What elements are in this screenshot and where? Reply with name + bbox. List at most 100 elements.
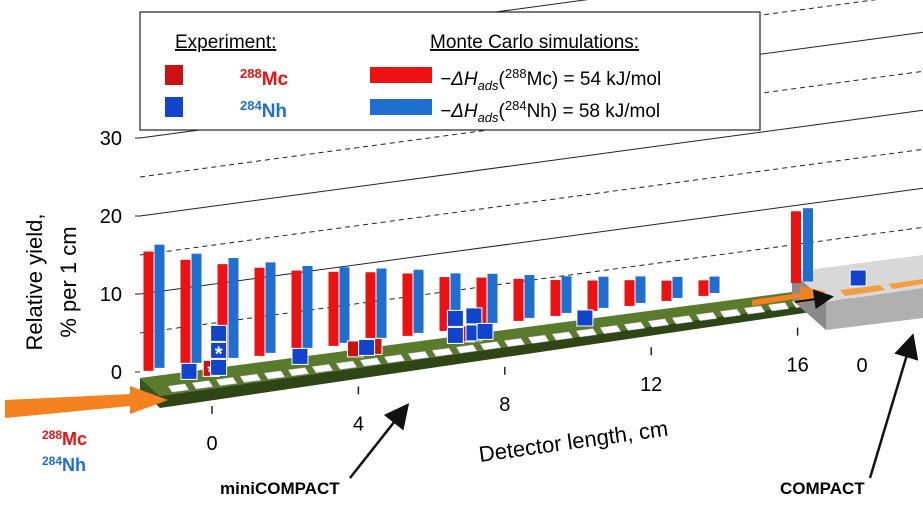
- y-tick-label: 0: [111, 362, 122, 384]
- event-cube: [576, 309, 594, 327]
- pad: [191, 380, 214, 390]
- name-rest: Mc) = 54 kJ/mol: [527, 69, 662, 90]
- pointer-arrow: [868, 333, 919, 479]
- bar: [624, 280, 635, 306]
- grid-line-minor: [139, 70, 923, 178]
- isotope-symbol: Nh: [262, 101, 287, 122]
- legend-cube: [165, 97, 183, 117]
- bar: [365, 272, 376, 341]
- pad: [383, 354, 406, 364]
- pad: [503, 337, 526, 348]
- bar: [291, 270, 302, 351]
- event-cube: [446, 309, 464, 327]
- bar: [550, 280, 561, 316]
- bar: [265, 262, 276, 353]
- bar: [191, 253, 202, 363]
- y-tick-label: 30: [100, 128, 122, 150]
- pad: [455, 344, 478, 354]
- x-tick-label: 4: [353, 413, 364, 435]
- x-tick-label: 12: [640, 374, 662, 396]
- pad: [431, 347, 454, 357]
- pad: [647, 318, 670, 328]
- annotation: miniCOMPACT: [220, 479, 340, 498]
- pointer-arrow: [349, 403, 410, 479]
- x-tick-label: 0: [206, 433, 217, 455]
- beam-label: 284Nh: [42, 454, 86, 475]
- bar: [143, 251, 154, 371]
- name-sub: ads: [478, 78, 499, 93]
- x-tick-label: 8: [499, 394, 510, 416]
- name-prefix: −ΔH: [440, 101, 478, 122]
- pad: [311, 363, 334, 374]
- bar: [413, 269, 424, 333]
- event-cube: [180, 362, 198, 380]
- event-cube: [210, 358, 228, 376]
- pad: [743, 305, 766, 315]
- bar: [661, 280, 672, 301]
- y-tick-label: 10: [100, 284, 122, 306]
- y-axis-label: Relative yield,: [22, 214, 47, 351]
- pad: [551, 331, 574, 341]
- grid-line: [139, 109, 923, 217]
- pad: [719, 308, 742, 318]
- bar: [476, 277, 487, 326]
- pad: [479, 341, 502, 351]
- pad: [695, 311, 718, 322]
- y-axis-label: % per 1 cm: [56, 226, 81, 337]
- event-cube: [446, 326, 464, 344]
- bar: [402, 273, 413, 336]
- bar: [791, 211, 801, 283]
- bar: [587, 280, 598, 311]
- compact-strip: [888, 279, 923, 289]
- bar: [598, 276, 609, 308]
- legend-swatch: [370, 99, 432, 115]
- name-prefix: −ΔH: [440, 69, 478, 90]
- bar: [180, 259, 191, 366]
- bar: [524, 275, 535, 318]
- pad: [263, 370, 286, 380]
- grid-line-minor: [139, 148, 923, 256]
- isotope-mass: 288: [240, 66, 262, 81]
- legend-title: Monte Carlo simulations:: [430, 32, 639, 53]
- bar: [672, 276, 683, 298]
- pad: [767, 302, 790, 312]
- bar: [513, 278, 524, 321]
- annotation: COMPACT: [780, 479, 865, 498]
- bar: [228, 258, 239, 358]
- bar: [803, 208, 813, 282]
- bar: [487, 273, 498, 323]
- name-open: (: [499, 69, 506, 90]
- name-sup: 284: [505, 98, 527, 113]
- bar: [698, 280, 709, 296]
- bar: [302, 265, 313, 348]
- isotope-mass: 288: [42, 428, 62, 442]
- bar: [450, 273, 461, 328]
- pad: [167, 383, 190, 393]
- event-cube: [358, 338, 376, 356]
- legend-label: −ΔHads(284Nh) = 58 kJ/mol: [440, 98, 660, 125]
- x-tick-label: 0: [856, 355, 867, 377]
- pad: [671, 315, 694, 325]
- legend-entry: 288Mc: [240, 66, 289, 90]
- isotope-symbol: Nh: [62, 455, 86, 475]
- y-tick-label: 20: [100, 206, 122, 228]
- compact-strip: [840, 285, 885, 296]
- axis-arrow: [794, 289, 834, 310]
- pad: [215, 376, 238, 387]
- name-rest: Nh) = 58 kJ/mol: [527, 101, 661, 122]
- event-cube: [849, 269, 867, 287]
- beam-label: 288Mc: [42, 428, 87, 449]
- plate-edge: [160, 298, 852, 408]
- name-sub: ads: [478, 110, 499, 125]
- event-cube: [210, 341, 228, 359]
- compact-front: [826, 288, 923, 330]
- isotope-symbol: Mc: [62, 429, 87, 449]
- isotope-symbol: Mc: [262, 69, 289, 90]
- x-axis-label: Detector length, cm: [477, 416, 669, 467]
- event-star: *: [215, 343, 223, 365]
- event-cube: [291, 347, 309, 365]
- isotope-mass: 284: [240, 98, 262, 113]
- beam-arrow: [5, 386, 168, 418]
- name-open: (: [499, 101, 506, 122]
- pad: [407, 350, 430, 361]
